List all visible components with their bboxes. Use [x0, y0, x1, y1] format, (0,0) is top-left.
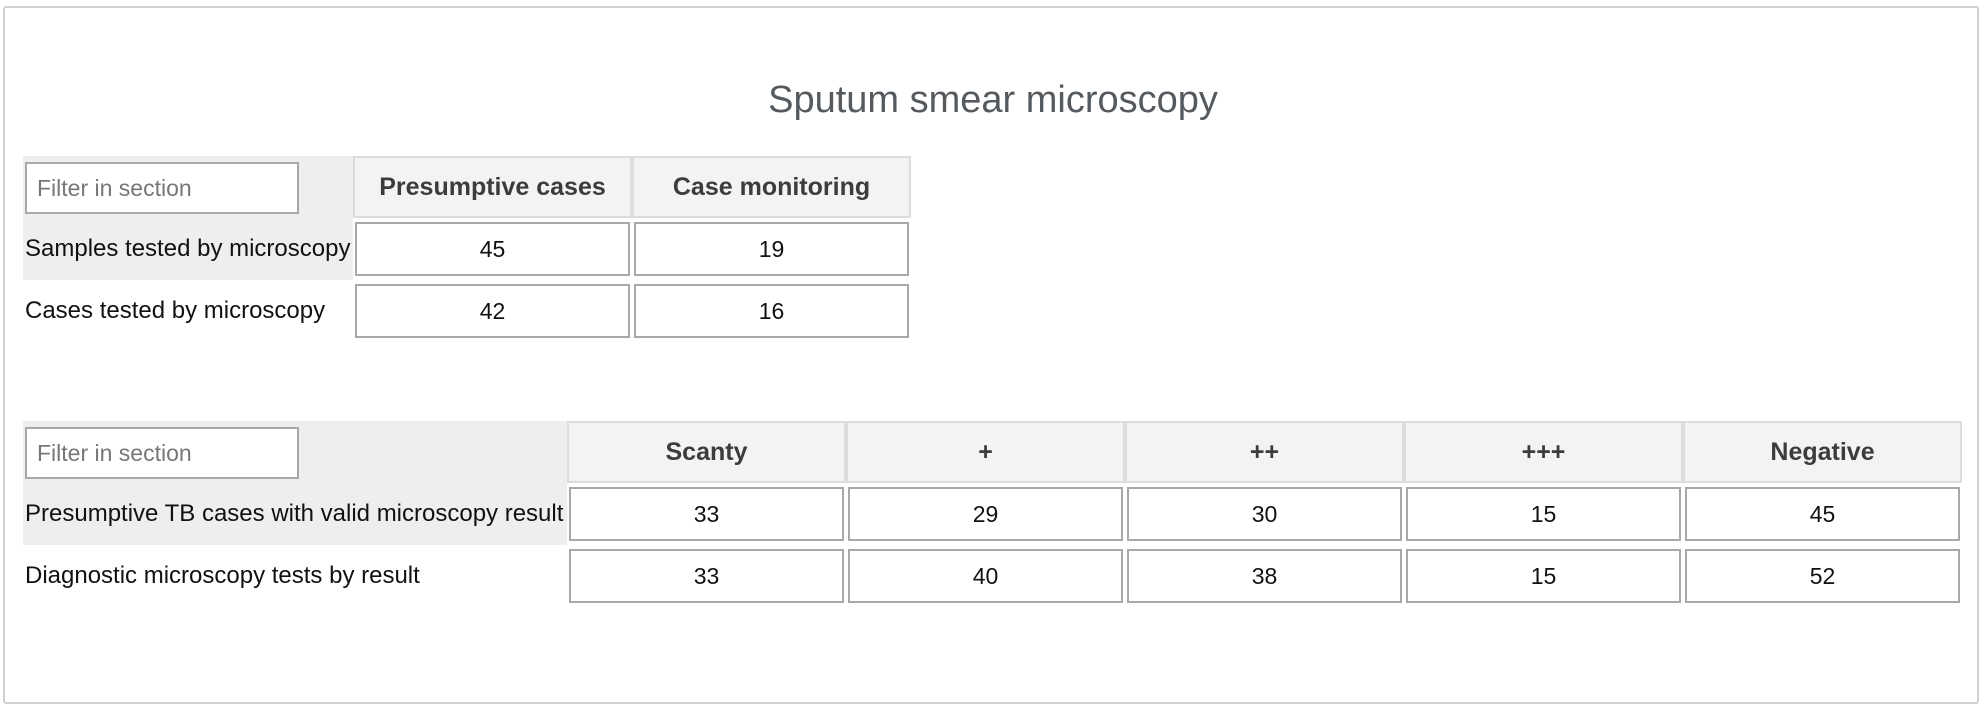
column-header-negative: Negative	[1683, 421, 1962, 483]
table-header-row: Presumptive cases Case monitoring	[23, 156, 911, 218]
value-cell: 15	[1404, 483, 1683, 545]
row-label: Cases tested by microscopy	[23, 280, 353, 342]
value-input[interactable]: 33	[569, 487, 844, 541]
value-cell: 16	[632, 280, 911, 342]
filter-cell	[23, 156, 353, 218]
row-label: Samples tested by microscopy	[23, 218, 353, 280]
microscopy-samples-table: Presumptive cases Case monitoring Sample…	[23, 156, 911, 342]
value-cell: 30	[1125, 483, 1404, 545]
filter-in-section-input[interactable]	[25, 162, 299, 214]
value-input[interactable]: 40	[848, 549, 1123, 603]
column-header-plus-plus-plus: +++	[1404, 421, 1683, 483]
value-input[interactable]: 19	[634, 222, 909, 276]
value-input[interactable]: 42	[355, 284, 630, 338]
value-cell: 40	[846, 545, 1125, 607]
value-cell: 19	[632, 218, 911, 280]
value-input[interactable]: 30	[1127, 487, 1402, 541]
microscopy-results-table: Scanty + ++ +++ Negative Presumptive TB …	[23, 421, 1962, 607]
table-row: Diagnostic microscopy tests by result 33…	[23, 545, 1962, 607]
value-cell: 45	[1683, 483, 1962, 545]
value-input[interactable]: 45	[355, 222, 630, 276]
value-input[interactable]: 33	[569, 549, 844, 603]
value-cell: 52	[1683, 545, 1962, 607]
value-input[interactable]: 16	[634, 284, 909, 338]
table-row: Cases tested by microscopy 42 16	[23, 280, 911, 342]
value-cell: 45	[353, 218, 632, 280]
column-header-plus-plus: ++	[1125, 421, 1404, 483]
value-input[interactable]: 15	[1406, 487, 1681, 541]
value-cell: 33	[567, 483, 846, 545]
column-header-scanty: Scanty	[567, 421, 846, 483]
value-cell: 33	[567, 545, 846, 607]
value-input[interactable]: 52	[1685, 549, 1960, 603]
table-header-row: Scanty + ++ +++ Negative	[23, 421, 1962, 483]
value-input[interactable]: 45	[1685, 487, 1960, 541]
value-cell: 42	[353, 280, 632, 342]
filter-cell	[23, 421, 567, 483]
value-cell: 29	[846, 483, 1125, 545]
value-cell: 38	[1125, 545, 1404, 607]
filter-in-section-input[interactable]	[25, 427, 299, 479]
value-input[interactable]: 29	[848, 487, 1123, 541]
table-row: Samples tested by microscopy 45 19	[23, 218, 911, 280]
value-input[interactable]: 15	[1406, 549, 1681, 603]
column-header-plus: +	[846, 421, 1125, 483]
row-label: Diagnostic microscopy tests by result	[23, 545, 567, 607]
table-row: Presumptive TB cases with valid microsco…	[23, 483, 1962, 545]
section-title: Sputum smear microscopy	[5, 78, 1981, 122]
column-header-case-monitoring: Case monitoring	[632, 156, 911, 218]
value-cell: 15	[1404, 545, 1683, 607]
row-label: Presumptive TB cases with valid microsco…	[23, 483, 567, 545]
value-input[interactable]: 38	[1127, 549, 1402, 603]
column-header-presumptive-cases: Presumptive cases	[353, 156, 632, 218]
